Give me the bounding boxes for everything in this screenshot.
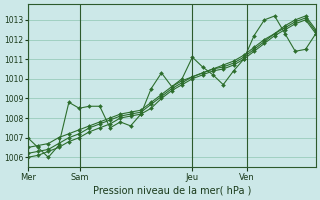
X-axis label: Pression niveau de la mer( hPa ): Pression niveau de la mer( hPa ) bbox=[92, 186, 251, 196]
